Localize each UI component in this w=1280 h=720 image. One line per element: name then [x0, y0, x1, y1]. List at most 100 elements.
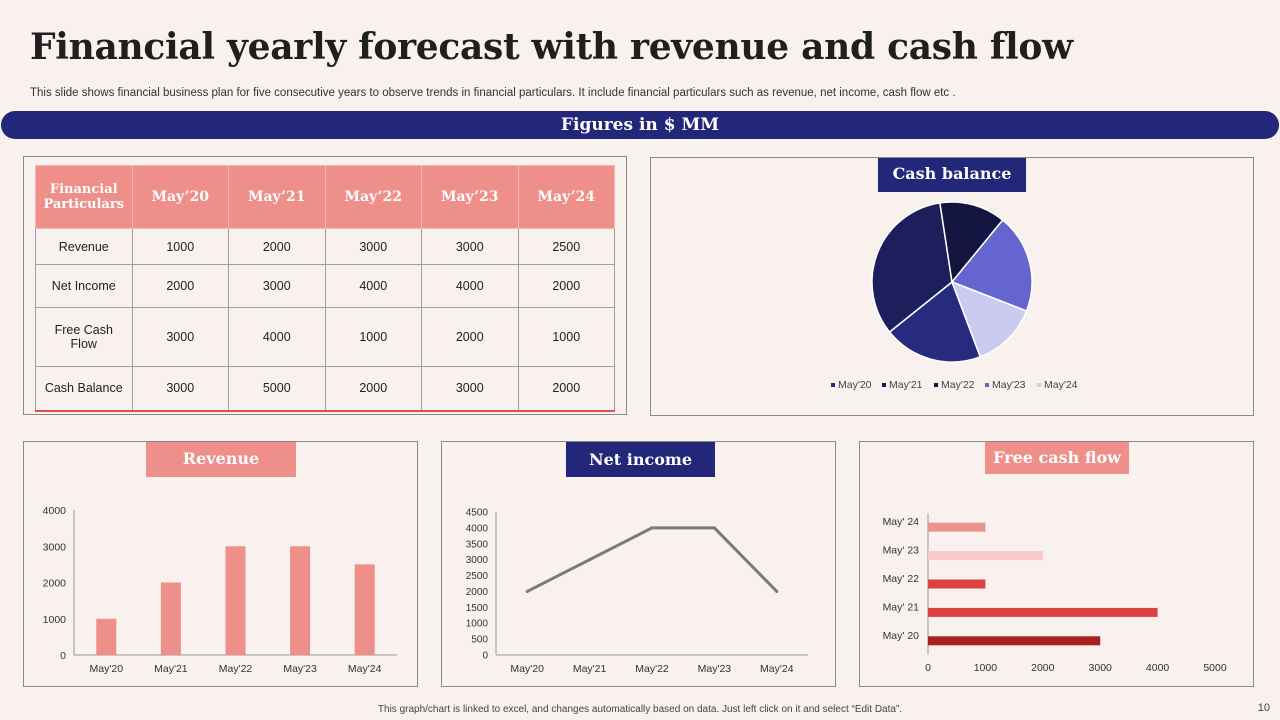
line-point: [775, 589, 779, 593]
y-tick-label: May' 20: [883, 630, 920, 642]
pie-slice: [950, 280, 1028, 358]
x-tick-label: 4000: [1146, 662, 1170, 674]
y-tick-label: 0: [60, 650, 66, 662]
y-tick-label: 1000: [43, 614, 67, 626]
y-tick-label: 2000: [43, 578, 67, 590]
free-cash-flow-panel: Free cash flow 0 1000 2000 3000 4000 5000 May'…: [859, 441, 1254, 687]
table-cell: 1000: [324, 307, 422, 367]
legend-swatch: [985, 383, 989, 387]
x-tick-label: 1000: [974, 662, 998, 674]
y-tick-label: 3500: [466, 539, 489, 550]
table-header-particulars: Financial Particulars: [35, 165, 133, 229]
legend-swatch: [934, 383, 938, 387]
table-row: Cash Balance 3000 5000 2000 3000 2000: [35, 366, 615, 412]
pie-slice: [871, 202, 953, 334]
table-cell: 1000: [131, 228, 229, 265]
table-cell: 2000: [517, 264, 615, 308]
y-tick-label: 4000: [43, 505, 67, 517]
table-row: Revenue 1000 2000 3000 3000 2500: [35, 228, 615, 265]
revenue-bar-chart: 0 1000 2000 3000 4000 May'20 May'21 May'22 May'2…: [43, 505, 397, 675]
y-tick-label: May' 24: [883, 516, 920, 528]
page-number: 10: [1257, 702, 1270, 714]
line-point: [525, 589, 529, 593]
row-label: Revenue: [35, 228, 133, 265]
table-cell: 3000: [228, 264, 326, 308]
pie-slice: [939, 201, 1004, 284]
pie-slice: [888, 280, 982, 363]
table-header-row: Financial Particulars May’20 May’21 May’…: [35, 165, 615, 229]
x-tick-label: May'21: [154, 663, 188, 675]
cash-balance-title: Cash balance: [878, 158, 1026, 192]
row-label: Cash Balance: [35, 366, 133, 412]
line-point: [650, 526, 654, 530]
footer-note: This graph/chart is linked to excel, and…: [377, 704, 903, 715]
table-cell: 2500: [517, 228, 615, 265]
x-tick-label: May'21: [573, 663, 607, 675]
table-cell: 3000: [421, 228, 519, 265]
legend-label: May'24: [1044, 379, 1078, 391]
fcf-bar: [928, 607, 1158, 617]
table-cell: 2000: [228, 228, 326, 265]
financial-table: Financial Particulars May’20 May’21 May’…: [35, 165, 615, 412]
revenue-bar: [290, 546, 311, 655]
table-header-col: May’23: [421, 165, 519, 229]
y-tick-label: 4000: [466, 523, 489, 534]
legend-label: May'21: [889, 379, 923, 391]
x-tick-label: May'23: [698, 663, 732, 675]
table-header-col: May’21: [228, 165, 326, 229]
y-tick-label: 2500: [466, 571, 489, 582]
table-cell: 4000: [228, 307, 326, 367]
net-income-line-chart: 0 500 1000 1500 2000 2500 3000 3500 4000 4500 May'…: [466, 508, 808, 675]
revenue-title: Revenue: [146, 442, 296, 477]
row-label-text: Free Cash Flow: [54, 323, 113, 351]
table-cell: 5000: [228, 366, 326, 412]
row-label: Free Cash Flow: [35, 307, 133, 367]
x-tick-label: 2000: [1031, 662, 1055, 674]
table-row: Free Cash Flow 3000 4000 1000 2000 1000: [35, 307, 615, 367]
x-tick-label: May'22: [219, 663, 253, 675]
legend-label: May'22: [941, 379, 975, 391]
table-cell: 3000: [421, 366, 519, 412]
y-tick-label: 0: [482, 651, 488, 662]
x-tick-label: May'20: [510, 663, 544, 675]
table-header-col: May’22: [324, 165, 422, 229]
revenue-bar: [225, 546, 246, 655]
table-cell: 4000: [324, 264, 422, 308]
revenue-bar: [160, 582, 181, 655]
y-tick-label: 3000: [466, 555, 489, 566]
free-cash-flow-title: Free cash flow: [985, 442, 1129, 474]
line-point: [712, 526, 716, 530]
fcf-bar: [928, 579, 986, 589]
x-tick-label: May'24: [760, 663, 794, 675]
y-tick-label: 2000: [466, 587, 489, 598]
table-cell: 2000: [517, 366, 615, 412]
free-cash-flow-bar-chart: 0 1000 2000 3000 4000 5000 May' 20 May' 21 May' …: [883, 513, 1227, 674]
table-cell: 2000: [131, 264, 229, 308]
line-point: [588, 558, 592, 562]
table-cell: 1000: [517, 307, 615, 367]
table-row: Net Income 2000 3000 4000 4000 2000: [35, 264, 615, 308]
table-header-col: May’24: [517, 165, 615, 229]
table-panel: Financial Particulars May’20 May’21 May’…: [23, 156, 627, 415]
revenue-bar: [354, 564, 375, 655]
x-tick-label: May'22: [635, 663, 669, 675]
legend-swatch: [831, 383, 835, 387]
y-tick-label: May' 22: [883, 573, 920, 585]
x-tick-label: 5000: [1203, 662, 1227, 674]
table-cell: 3000: [131, 307, 229, 367]
table-cell: 3000: [131, 366, 229, 412]
y-tick-label: 1500: [466, 603, 489, 614]
legend-label: May'23: [992, 379, 1026, 391]
revenue-panel: Revenue 0 1000 2000 3000 4000 May'20 May'21 May…: [23, 441, 418, 687]
fcf-bar: [928, 636, 1101, 646]
x-tick-label: May'24: [348, 663, 382, 675]
y-tick-label: May' 21: [883, 601, 920, 613]
y-tick-label: 1000: [466, 619, 489, 630]
x-tick-label: 0: [925, 662, 931, 674]
table-header-col: May’20: [131, 165, 229, 229]
legend-swatch: [1037, 383, 1041, 387]
revenue-bar: [96, 618, 117, 655]
legend-label: May'20: [838, 379, 872, 391]
x-tick-label: May'23: [283, 663, 317, 675]
table-cell: 4000: [421, 264, 519, 308]
